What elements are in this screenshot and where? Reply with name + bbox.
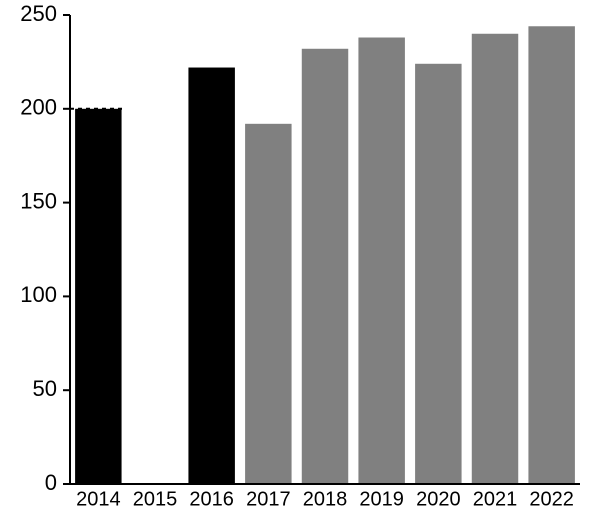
y-tick-label: 100	[20, 282, 57, 307]
y-tick-label: 250	[20, 1, 57, 26]
x-tick-label: 2016	[189, 489, 234, 511]
bar	[188, 68, 234, 484]
y-tick-label: 150	[20, 188, 57, 213]
x-tick-label: 2017	[246, 489, 291, 511]
bar	[358, 38, 404, 484]
x-tick-label: 2015	[133, 489, 178, 511]
bar-chart: 0 50 100 150 200 250 2014 2015 2016 2017 2018 2019 2…	[0, 0, 600, 529]
x-tick-label: 2018	[303, 489, 348, 511]
x-tick-label: 2020	[416, 489, 461, 511]
x-tick-label: 2022	[529, 489, 574, 511]
y-tick-label: 200	[20, 95, 57, 120]
x-tick-label: 2019	[359, 489, 404, 511]
bar	[75, 109, 121, 484]
bar	[472, 34, 518, 484]
bar	[245, 124, 291, 484]
chart-svg: 0 50 100 150 200 250 2014 2015 2016 2017 2018 2019 2…	[0, 0, 600, 529]
x-tick-label: 2021	[473, 489, 518, 511]
y-tick-label: 50	[33, 376, 57, 401]
x-tick-label: 2014	[76, 489, 121, 511]
bar	[528, 26, 574, 484]
bar	[302, 49, 348, 484]
bar	[415, 64, 461, 484]
y-tick-label: 0	[45, 470, 57, 495]
